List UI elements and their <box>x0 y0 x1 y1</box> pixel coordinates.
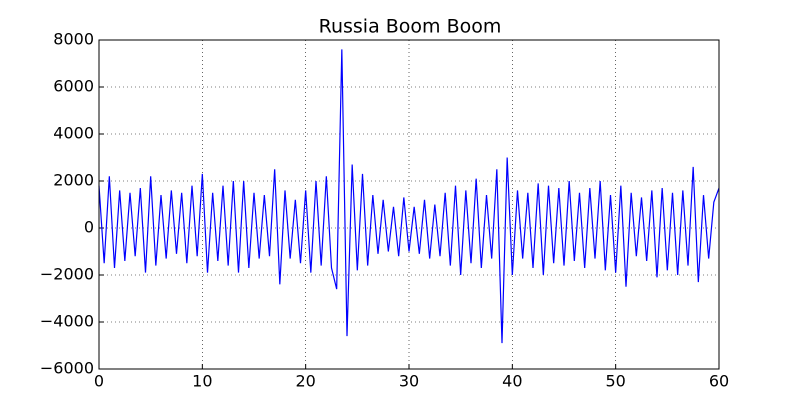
x-tick-label: 10 <box>192 372 212 391</box>
plot-frame <box>98 39 720 370</box>
x-tick-label: 20 <box>295 372 315 391</box>
y-tick-label: 4000 <box>53 124 94 143</box>
signal-line <box>98 49 720 344</box>
chart-title: Russia Boom Boom <box>319 16 502 38</box>
y-tick-label: −2000 <box>40 265 94 284</box>
y-tick-label: −4000 <box>40 312 94 331</box>
x-tick-label: 60 <box>709 372 729 391</box>
x-tick-label: 40 <box>502 372 522 391</box>
y-tick-label: 0 <box>84 218 94 237</box>
x-tick-label: 30 <box>399 372 419 391</box>
y-tick-label: 6000 <box>53 77 94 96</box>
x-tick-label: 50 <box>605 372 625 391</box>
y-tick-label: −6000 <box>40 359 94 378</box>
y-tick-label: 2000 <box>53 171 94 190</box>
y-tick-label: 8000 <box>53 30 94 49</box>
x-tick-label: 0 <box>94 372 104 391</box>
